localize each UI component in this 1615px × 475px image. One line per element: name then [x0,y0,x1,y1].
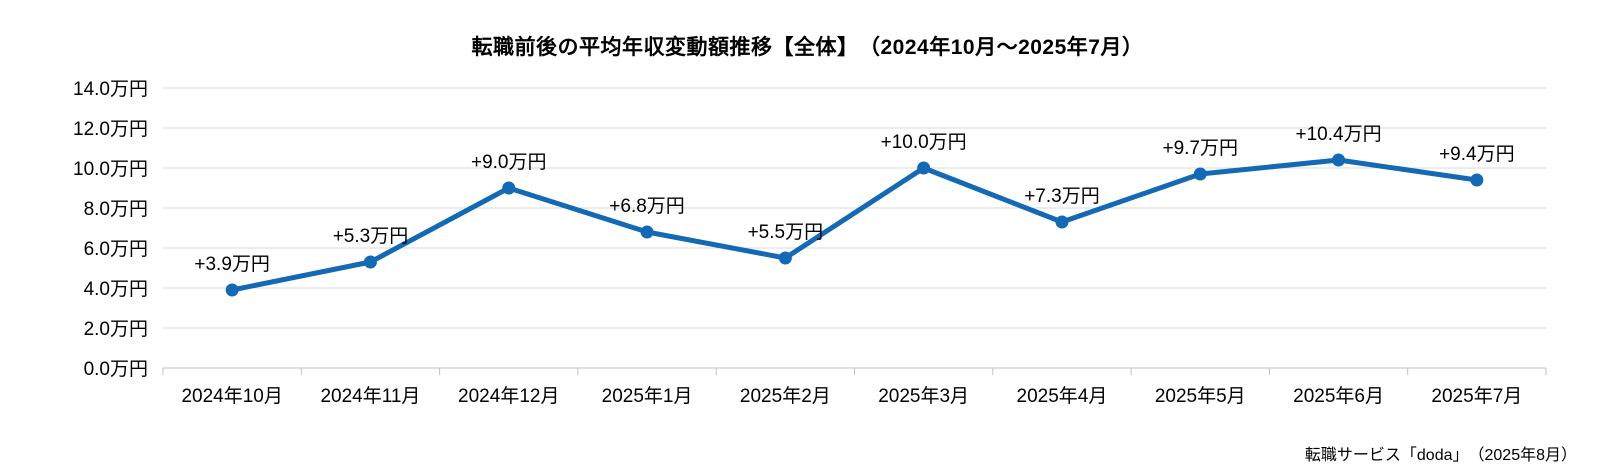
data-point [1470,173,1484,187]
x-tick-label: 2024年10月 [181,385,282,407]
data-label: +5.5万円 [748,222,824,243]
x-tick-label: 2025年1月 [602,385,693,407]
data-point [363,255,377,269]
data-label: +5.3万円 [333,226,409,247]
data-point [1332,153,1346,167]
data-label: +9.4万円 [1439,144,1515,165]
data-label: +10.4万円 [1296,124,1382,145]
x-tick-label: 2025年3月 [878,385,969,407]
data-label: +3.9万円 [194,254,270,275]
data-point [502,181,516,195]
data-point [917,161,931,175]
y-tick-label: 4.0万円 [84,279,148,300]
x-tick-label: 2025年4月 [1017,385,1108,407]
chart-title: 転職前後の平均年収変動額推移【全体】 （2024年10月～2025年7月） [471,36,1144,59]
data-point [225,283,239,297]
y-tick-label: 6.0万円 [84,239,148,260]
x-tick-label: 2025年6月 [1293,385,1384,407]
data-label: +6.8万円 [609,196,685,217]
y-tick-label: 2.0万円 [84,319,148,340]
data-point [1193,167,1207,181]
data-point [1055,215,1069,229]
y-tick-label: 0.0万円 [84,359,148,380]
data-label: +9.7万円 [1162,138,1238,159]
x-tick-label: 2024年12月 [458,385,559,407]
data-point [640,225,654,239]
data-label: +7.3万円 [1024,186,1100,207]
x-tick-label: 2025年7月 [1431,385,1522,407]
x-tick-label: 2025年2月 [740,385,831,407]
x-tick-label: 2024年11月 [320,385,420,407]
data-point [778,251,792,265]
y-tick-label: 10.0万円 [73,159,148,180]
data-label: +9.0万円 [471,152,547,173]
y-tick-label: 8.0万円 [84,199,148,220]
x-tick-label: 2025年5月 [1155,385,1246,407]
chart-source: 転職サービス「doda」 （2025年8月） [1304,447,1577,464]
data-label: +10.0万円 [881,132,967,153]
data-line [229,157,1480,293]
y-tick-label: 12.0万円 [73,119,148,140]
y-tick-label: 14.0万円 [73,79,148,100]
